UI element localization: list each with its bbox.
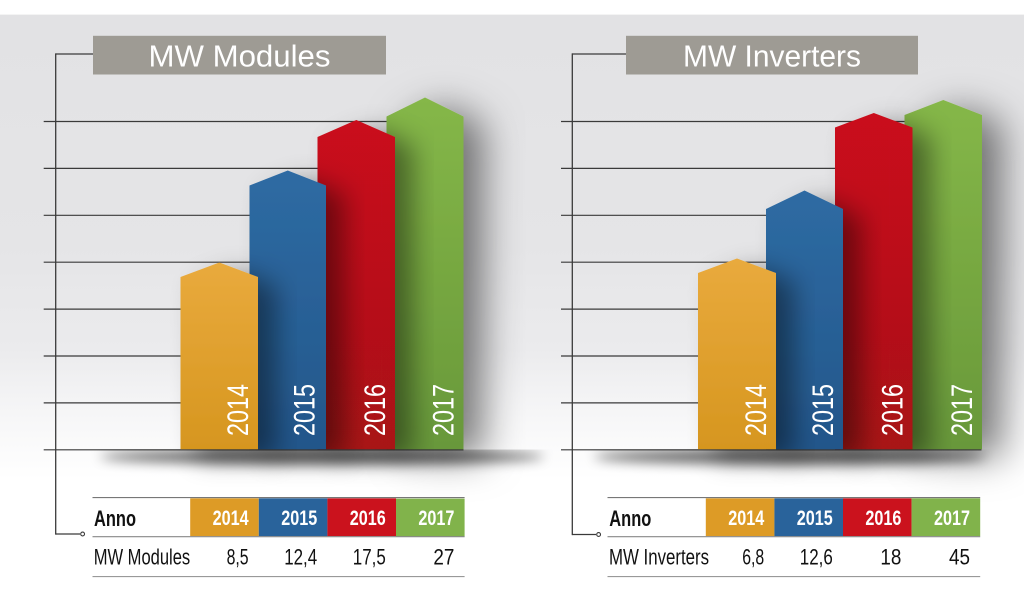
svg-text:2015: 2015: [289, 384, 322, 436]
svg-text:2014: 2014: [740, 384, 773, 436]
svg-text:2014: 2014: [728, 507, 764, 530]
svg-text:2017: 2017: [934, 507, 970, 530]
svg-text:8,5: 8,5: [227, 544, 249, 569]
svg-text:2015: 2015: [281, 507, 317, 530]
svg-text:18: 18: [880, 544, 901, 569]
svg-text:MW Inverters: MW Inverters: [609, 544, 709, 569]
svg-text:45: 45: [949, 544, 970, 569]
svg-text:2014: 2014: [213, 507, 249, 530]
svg-text:2016: 2016: [359, 384, 392, 436]
svg-text:Anno: Anno: [609, 506, 651, 531]
svg-text:12,4: 12,4: [284, 544, 317, 569]
svg-text:17,5: 17,5: [353, 544, 386, 569]
svg-text:6,8: 6,8: [742, 544, 764, 569]
svg-text:MW Inverters: MW Inverters: [683, 39, 861, 74]
svg-text:2017: 2017: [418, 507, 454, 530]
svg-text:Anno: Anno: [94, 506, 136, 531]
svg-text:MW Modules: MW Modules: [149, 39, 331, 74]
svg-text:2015: 2015: [807, 384, 840, 436]
svg-text:2016: 2016: [350, 507, 386, 530]
svg-text:2014: 2014: [222, 384, 255, 436]
svg-text:2015: 2015: [797, 507, 833, 530]
svg-text:2017: 2017: [946, 384, 979, 436]
svg-text:27: 27: [433, 544, 454, 569]
svg-text:12,6: 12,6: [800, 544, 833, 569]
svg-text:MW Modules: MW Modules: [94, 544, 191, 569]
svg-text:2016: 2016: [877, 384, 910, 436]
svg-text:2016: 2016: [865, 507, 901, 530]
svg-text:2017: 2017: [428, 384, 461, 436]
